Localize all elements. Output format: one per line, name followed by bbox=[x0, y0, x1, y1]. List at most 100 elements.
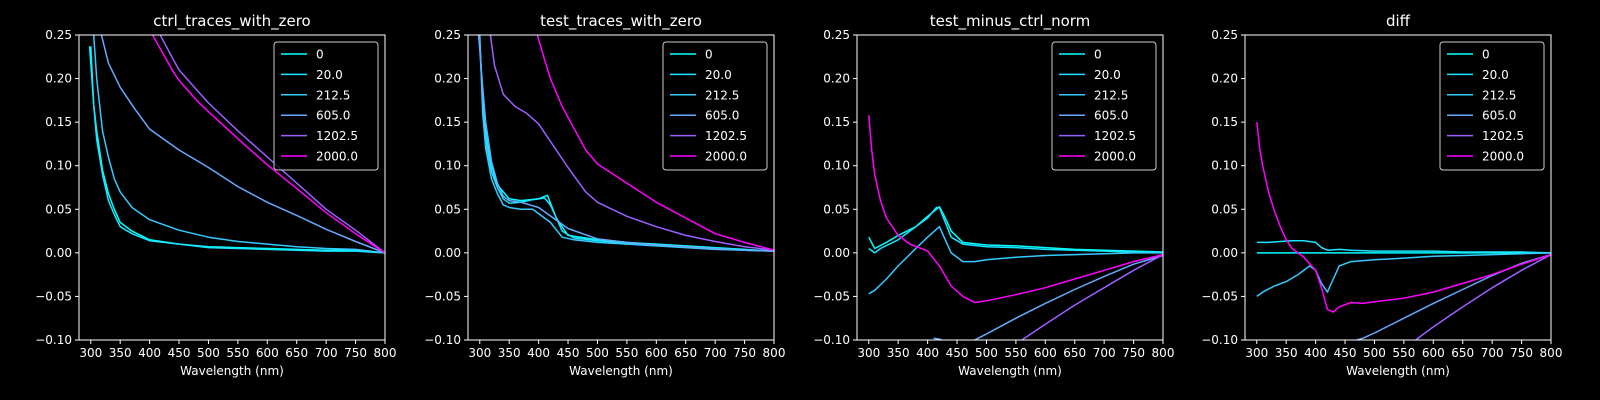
series-line-2000.0 bbox=[536, 35, 774, 251]
chart-title: test_traces_with_zero bbox=[540, 12, 702, 31]
x-tick-label: 800 bbox=[374, 346, 397, 360]
axes-frame bbox=[856, 34, 1164, 341]
y-tick-label: 0.15 bbox=[434, 115, 461, 129]
x-tick-label: 800 bbox=[1540, 346, 1563, 360]
x-tick-label: 600 bbox=[1034, 346, 1057, 360]
x-tick-label: 300 bbox=[79, 346, 102, 360]
y-tick-label: −0.10 bbox=[35, 333, 72, 347]
series-line-1202.5 bbox=[1020, 253, 1163, 340]
x-tick-label: 500 bbox=[1363, 346, 1386, 360]
legend-label: 2000.0 bbox=[705, 150, 747, 164]
series-line-212.5 bbox=[92, 35, 385, 254]
x-tick-label: 550 bbox=[1392, 346, 1415, 360]
x-tick-label: 300 bbox=[468, 346, 491, 360]
x-tick-label: 350 bbox=[498, 346, 521, 360]
x-tick-label: 300 bbox=[857, 346, 880, 360]
legend-label: 20.0 bbox=[1094, 68, 1121, 82]
y-tick-label: 0.20 bbox=[1211, 72, 1238, 86]
legend-label: 212.5 bbox=[705, 88, 739, 102]
y-tick-label: 0.10 bbox=[434, 159, 461, 173]
series-line-2000.0 bbox=[868, 115, 1163, 304]
x-tick-label: 350 bbox=[887, 346, 910, 360]
y-tick-label: 0.00 bbox=[1211, 246, 1238, 260]
legend-label: 2000.0 bbox=[1482, 150, 1524, 164]
y-tick-label: 0.15 bbox=[1211, 115, 1238, 129]
series-group bbox=[868, 115, 1163, 340]
x-tick-label: 400 bbox=[138, 346, 161, 360]
y-tick-label: 0.25 bbox=[45, 28, 72, 42]
series-line-1202.5 bbox=[489, 35, 774, 251]
legend-label: 0 bbox=[705, 48, 713, 62]
x-axis-label: Wavelength (nm) bbox=[180, 364, 284, 378]
x-tick-label: 350 bbox=[1275, 346, 1298, 360]
x-tick-label: 750 bbox=[1122, 346, 1145, 360]
legend-label: 212.5 bbox=[1482, 88, 1516, 102]
legend-label: 0 bbox=[1482, 48, 1490, 62]
legend-label: 605.0 bbox=[705, 109, 739, 123]
series-line-0 bbox=[479, 43, 774, 252]
legend-label: 605.0 bbox=[1094, 109, 1128, 123]
legend-label: 1202.5 bbox=[1094, 129, 1136, 143]
series-line-2000.0 bbox=[151, 35, 385, 254]
x-axis-label: Wavelength (nm) bbox=[569, 364, 673, 378]
legend-label: 1202.5 bbox=[316, 129, 358, 143]
chart-title: test_minus_ctrl_norm bbox=[930, 12, 1091, 31]
series-line-212.5 bbox=[479, 35, 774, 252]
x-tick-label: 650 bbox=[1451, 346, 1474, 360]
x-tick-label: 750 bbox=[1510, 346, 1533, 360]
y-tick-label: 0.25 bbox=[434, 28, 461, 42]
x-tick-label: 800 bbox=[763, 346, 786, 360]
legend: 0 20.0 212.5 605.0 1202.5 2000.0 bbox=[273, 41, 379, 171]
panel-3: 300 350 400 450 500 550 600 650 700 750 800 −0.10 −0… bbox=[813, 12, 1174, 378]
legend-label: 212.5 bbox=[1094, 88, 1128, 102]
x-tick-label: 550 bbox=[226, 346, 249, 360]
y-tick-label: 0.05 bbox=[823, 202, 850, 216]
x-tick-label: 550 bbox=[1004, 346, 1027, 360]
legend-label: 2000.0 bbox=[1094, 150, 1136, 164]
x-axis-label: Wavelength (nm) bbox=[958, 364, 1062, 378]
x-axis-label: Wavelength (nm) bbox=[1346, 364, 1450, 378]
x-tick-label: 400 bbox=[1304, 346, 1327, 360]
y-tick-label: 0.10 bbox=[1211, 159, 1238, 173]
legend-label: 20.0 bbox=[705, 68, 732, 82]
series-group bbox=[477, 35, 774, 252]
x-tick-label: 650 bbox=[1063, 346, 1086, 360]
x-tick-label: 450 bbox=[1334, 346, 1357, 360]
panel-4: 300 350 400 450 500 550 600 650 700 750 800 −0.10 −0… bbox=[1201, 12, 1562, 378]
x-tick-label: 500 bbox=[197, 346, 220, 360]
x-tick-label: 500 bbox=[975, 346, 998, 360]
axes-frame bbox=[467, 34, 775, 341]
legend-label: 0 bbox=[1094, 48, 1102, 62]
x-tick-label: 800 bbox=[1152, 346, 1175, 360]
axes-frame bbox=[1244, 34, 1552, 341]
y-tick-label: 0.00 bbox=[823, 246, 850, 260]
series-line-212.5 bbox=[1256, 252, 1551, 298]
y-tick-label: 0.00 bbox=[434, 246, 461, 260]
x-tick-label: 300 bbox=[1245, 346, 1268, 360]
legend-label: 605.0 bbox=[316, 109, 350, 123]
y-tick-label: −0.10 bbox=[424, 333, 461, 347]
x-tick-label: 600 bbox=[1422, 346, 1445, 360]
legend: 0 20.0 212.5 605.0 1202.5 2000.0 bbox=[1439, 41, 1545, 171]
y-tick-label: 0.05 bbox=[45, 202, 72, 216]
series-group bbox=[88, 35, 385, 254]
y-tick-label: 0.10 bbox=[45, 159, 72, 173]
series-line-212.5 bbox=[868, 225, 1163, 295]
series-line-2000.0 bbox=[1256, 122, 1551, 313]
x-tick-label: 750 bbox=[344, 346, 367, 360]
legend-label: 20.0 bbox=[316, 68, 343, 82]
chart-title: diff bbox=[1386, 12, 1411, 30]
y-tick-label: 0.05 bbox=[434, 202, 461, 216]
x-tick-label: 450 bbox=[946, 346, 969, 360]
y-tick-label: −0.05 bbox=[813, 289, 850, 303]
y-tick-label: −0.05 bbox=[424, 289, 461, 303]
x-tick-label: 600 bbox=[256, 346, 279, 360]
x-tick-label: 650 bbox=[674, 346, 697, 360]
y-tick-label: 0.10 bbox=[823, 159, 850, 173]
x-tick-label: 700 bbox=[315, 346, 338, 360]
legend-label: 1202.5 bbox=[1482, 129, 1524, 143]
y-tick-label: 0.15 bbox=[823, 115, 850, 129]
y-tick-label: −0.10 bbox=[813, 333, 850, 347]
